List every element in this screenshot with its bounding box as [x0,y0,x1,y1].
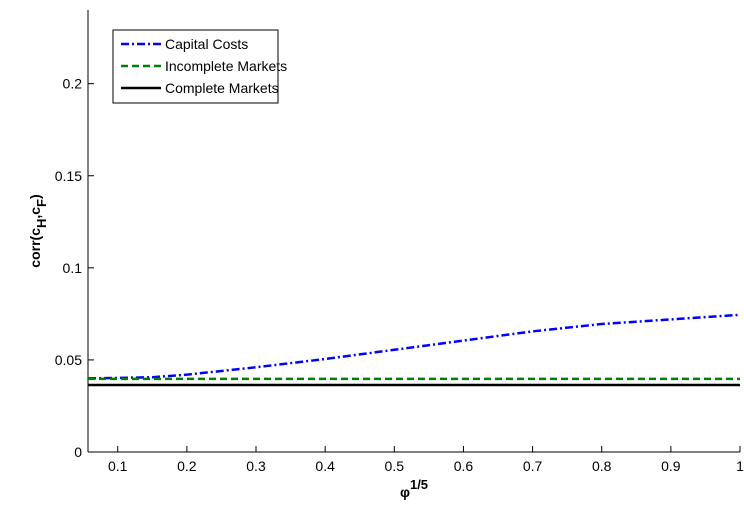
y-tick-label: 0.2 [63,76,83,92]
x-tick-label: 0.3 [246,458,266,474]
y-tick-label: 0.15 [55,168,82,184]
y-label-part: F [34,199,49,207]
x-tick-label: 0.2 [177,458,197,474]
y-label-part: corr(c [27,228,43,268]
x-tick-label: 1 [736,458,744,474]
legend-label: Capital Costs [165,36,248,52]
x-axis-label: φ1/5 [400,477,428,500]
x-tick-label: 0.5 [385,458,405,474]
x-tick-label: 0.7 [523,458,543,474]
y-label-part: ,c [27,207,43,219]
y-tick-label: 0 [74,444,82,460]
y-tick-label: 0.1 [63,260,83,276]
series-line [87,313,741,380]
x-tick-label: 0.1 [108,458,128,474]
x-label-part: φ [400,484,410,500]
legend-box [112,29,279,104]
legend: Capital Costs Incomplete Markets Complete … [112,29,287,104]
x-tick-label: 0.8 [592,458,612,474]
y-tick-label: 0.05 [55,352,82,368]
x-label-part: 1/5 [410,477,428,492]
x-tick-label: 0.6 [454,458,474,474]
y-label-part: ) [27,194,43,199]
y-axis-label: corr(cH,cF) [27,194,49,267]
legend-label: Incomplete Markets [165,58,287,74]
y-label-part: H [34,219,49,228]
x-tick-label: 0.9 [661,458,681,474]
x-tick-label: 0.4 [315,458,335,474]
legend-label: Complete Markets [165,80,279,96]
